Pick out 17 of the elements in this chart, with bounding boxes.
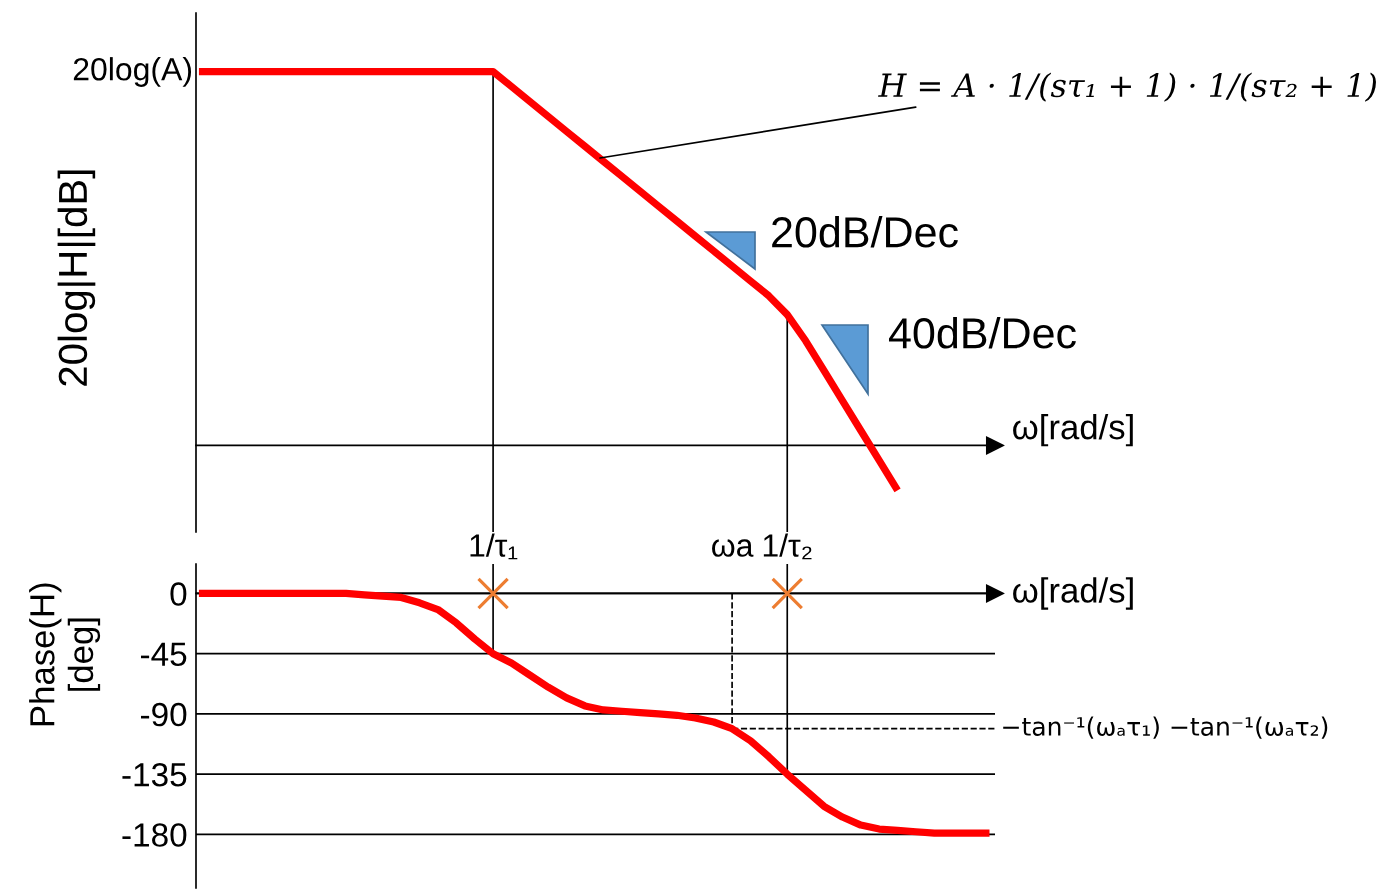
y-tick-label: -45 xyxy=(140,642,187,667)
y-tick-label: -135 xyxy=(122,763,187,787)
text: 20log(A) xyxy=(73,57,192,87)
y-axis-title: Phase(H) [deg] xyxy=(29,583,101,726)
y-tick-label: 0 xyxy=(170,582,187,606)
annotation: 40dB/Dec xyxy=(888,316,1076,349)
x-axis-title: ω[rad/s] xyxy=(1013,577,1133,610)
x-tick-label: 1/τ₂ xyxy=(763,533,812,560)
y-tick-label: -180 xyxy=(122,823,187,847)
annotation: 20dB/Dec xyxy=(772,215,958,248)
x-tick-label: ωa xyxy=(712,539,754,557)
annotation: H = A · 1/(sτ₁ + 1) · 1/(sτ₂ + 1) xyxy=(878,72,1376,102)
y-tick-label: -90 xyxy=(140,702,187,727)
x-tick-label: 1/τ₁ xyxy=(470,533,518,560)
ref-line-label: −tan⁻¹(ωₐτ₁) −tan⁻¹(ωₐτ₂) xyxy=(1003,716,1328,739)
y-axis-title: 20log|H|[dB] xyxy=(57,170,96,386)
x-axis-title: ω[rad/s] xyxy=(1013,413,1133,447)
